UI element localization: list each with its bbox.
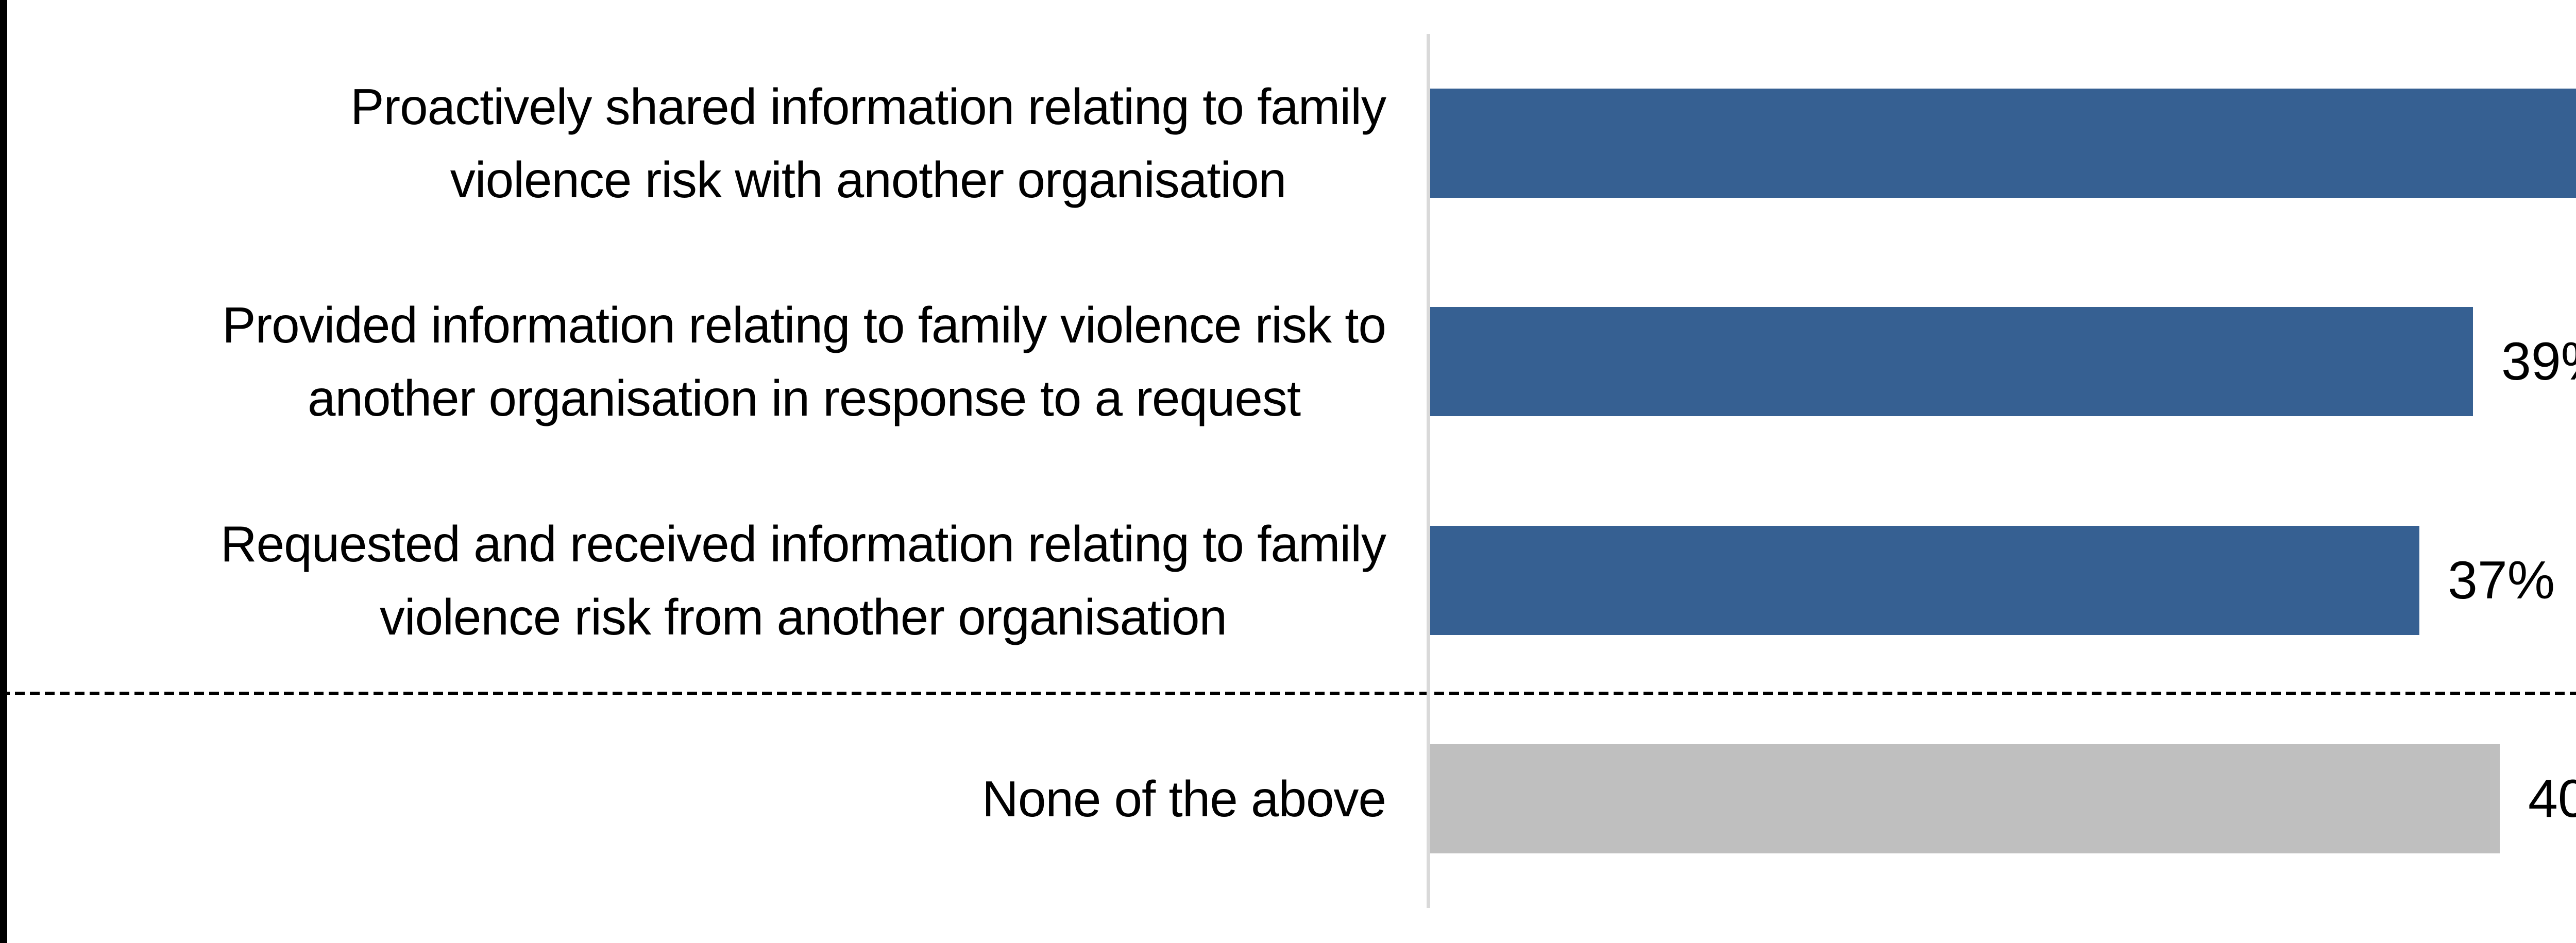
category-label-cell: None of the above bbox=[0, 690, 1430, 908]
bar-cell: 37% bbox=[1430, 471, 2576, 690]
left-border-strip bbox=[0, 0, 7, 943]
category-label: Provided information relating to family … bbox=[222, 288, 1386, 435]
category-label-line: another organisation in response to a re… bbox=[307, 370, 1301, 426]
chart-row: None of the above 40% bbox=[0, 690, 2576, 908]
category-label-line: Provided information relating to family … bbox=[222, 297, 1386, 353]
category-label-line: None of the above bbox=[982, 770, 1386, 827]
category-label: Proactively shared information relating … bbox=[350, 70, 1386, 216]
chart-row: Provided information relating to family … bbox=[0, 252, 2576, 471]
category-axis-line bbox=[1427, 34, 1430, 908]
bar-cell: 39% bbox=[1430, 252, 2576, 471]
category-separator-dashed-line bbox=[0, 692, 2576, 695]
category-label-cell: Requested and received information relat… bbox=[0, 471, 1430, 690]
category-label-cell: Provided information relating to family … bbox=[0, 252, 1430, 471]
category-label-line: Proactively shared information relating … bbox=[350, 78, 1386, 135]
category-label-line: violence risk with another organisation bbox=[450, 151, 1286, 208]
chart-row: Requested and received information relat… bbox=[0, 471, 2576, 690]
bar-cell: 40% bbox=[1430, 690, 2576, 908]
bar-cell: 45% bbox=[1430, 34, 2576, 252]
value-label: 39% bbox=[2501, 332, 2576, 391]
bar bbox=[1430, 744, 2500, 853]
category-label: Requested and received information relat… bbox=[221, 507, 1386, 654]
category-label-cell: Proactively shared information relating … bbox=[0, 34, 1430, 252]
category-label-line: Requested and received information relat… bbox=[220, 516, 1386, 572]
value-label: 40% bbox=[2528, 769, 2576, 829]
value-label: 37% bbox=[2448, 551, 2555, 610]
bar bbox=[1430, 307, 2473, 416]
category-label-line: violence risk from another organisation bbox=[379, 589, 1227, 645]
category-label: None of the above bbox=[982, 762, 1386, 835]
bar bbox=[1430, 89, 2576, 198]
bar bbox=[1430, 526, 2419, 635]
chart-row: Proactively shared information relating … bbox=[0, 34, 2576, 252]
